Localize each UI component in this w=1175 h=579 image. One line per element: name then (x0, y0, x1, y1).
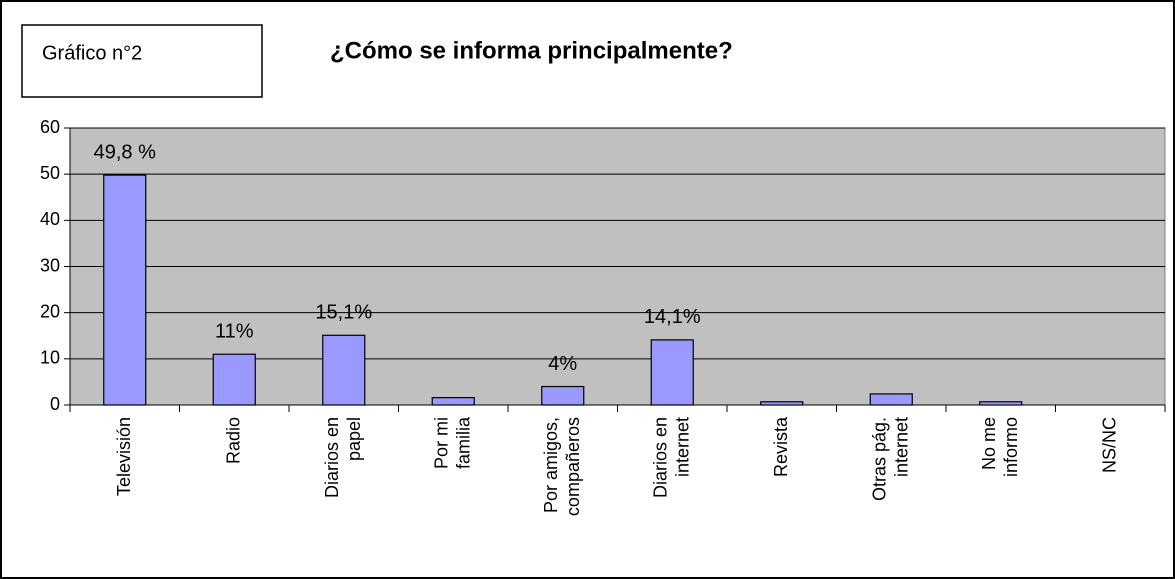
chart-title: ¿Cómo se informa principalmente? (330, 37, 733, 64)
x-tick-label: Revista (771, 416, 791, 477)
y-tick-label: 60 (40, 117, 60, 137)
bar (650, 339, 694, 406)
x-tick-label: Diarios en papel (322, 417, 364, 498)
x-tick-label: Por amigos, compañeros (541, 417, 583, 516)
y-tick-label: 10 (40, 348, 60, 368)
value-label: 49,8 % (94, 141, 156, 163)
y-tick-label: 20 (40, 301, 60, 321)
bar (760, 401, 804, 406)
bar (212, 353, 256, 406)
bar (103, 174, 147, 406)
label-box (21, 24, 263, 98)
x-tick-label: Por mi familia (431, 416, 473, 469)
y-tick-label: 40 (40, 209, 60, 229)
x-tick-label: NS/NC (1099, 417, 1119, 473)
x-tick-label: Televisión (114, 417, 134, 496)
x-tick-label: Otras pág. internet (869, 417, 911, 501)
bar (869, 393, 913, 406)
value-label: 14,1% (644, 306, 701, 328)
x-tick-label: No me informo (979, 417, 1021, 477)
value-label: 11% (215, 320, 254, 342)
x-tick-label: Diarios en internet (650, 417, 692, 498)
chart-label: Gráfico n°2 (42, 42, 142, 64)
y-tick-label: 30 (40, 255, 60, 275)
bar (322, 334, 366, 406)
x-tick-label: Radio (223, 417, 243, 464)
bar (431, 397, 475, 406)
bar (541, 385, 585, 406)
y-tick-label: 50 (40, 163, 60, 183)
y-tick-label: 0 (50, 394, 60, 414)
bar (979, 401, 1023, 406)
value-label: 4% (548, 353, 577, 375)
value-label: 15,1% (315, 302, 372, 324)
